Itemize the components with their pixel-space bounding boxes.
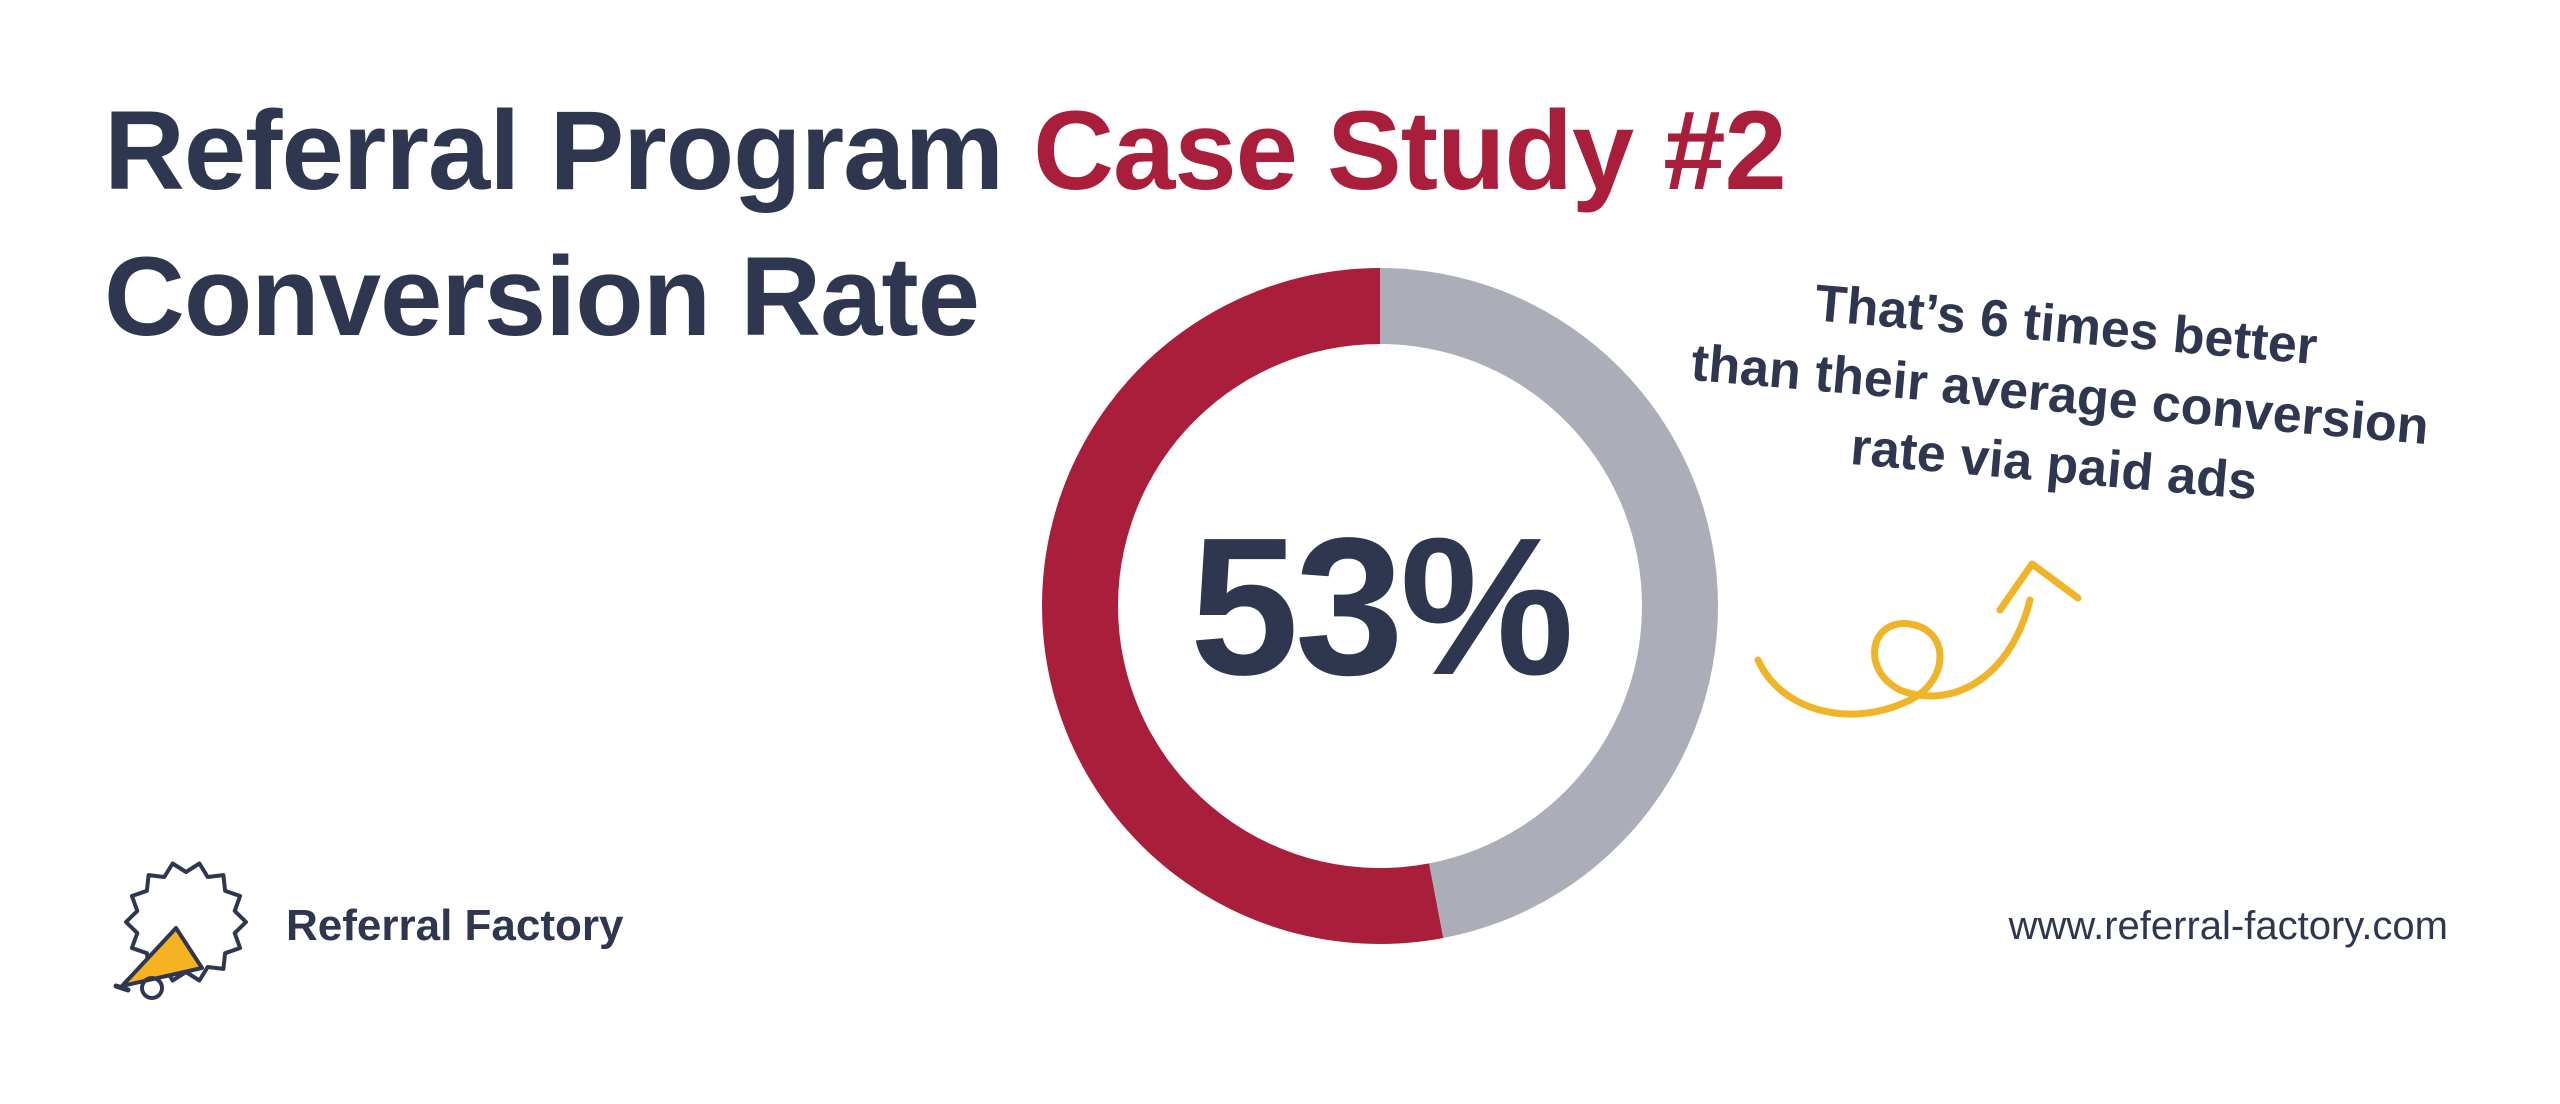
donut-chart-svg xyxy=(1041,268,1718,944)
donut-chart: 53% xyxy=(1040,266,1720,946)
megaphone-badge-icon xyxy=(113,861,248,1000)
donut-center-value: 53% xyxy=(1189,496,1574,716)
curly-arrow-icon xyxy=(1754,560,2082,718)
donut-slice-remainder xyxy=(1380,268,1718,939)
title-line-1: Referral Program Case Study #2 xyxy=(104,78,1787,224)
callout-text: That’s 6 times better than their average… xyxy=(1642,255,2477,536)
website-link[interactable]: www.referral-factory.com xyxy=(2008,904,2448,948)
brand-name: Referral Factory xyxy=(286,901,624,950)
title-accent: Case Study #2 xyxy=(1033,88,1787,213)
title-part-1: Referral Program xyxy=(104,88,1034,213)
title-line-2: Conversion Rate xyxy=(104,234,980,359)
page-title: Referral Program Case Study #2 Conversio… xyxy=(104,78,1787,370)
donut-slice-conversion xyxy=(1041,268,1444,944)
